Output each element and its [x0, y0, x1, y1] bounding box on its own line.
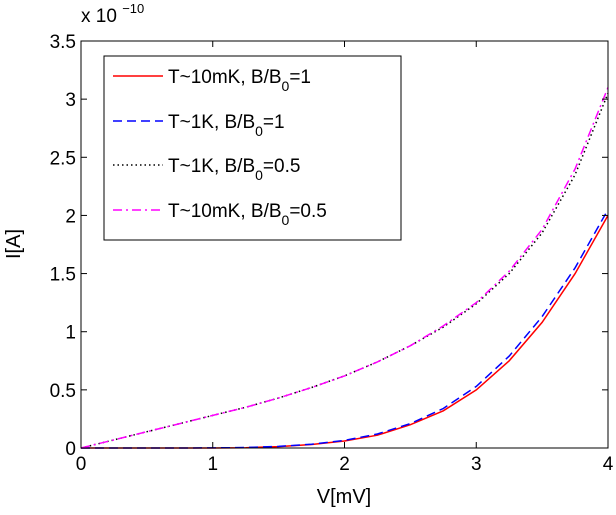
y-axis-multiplier-base: x 10	[81, 6, 117, 27]
legend-label-4: T~10mK, B/B0=0.5	[168, 201, 327, 228]
y-tick-label: 0.5	[50, 381, 76, 402]
legend-label-1: T~10mK, B/B0=1	[168, 67, 311, 94]
y-axis-multiplier-exponent: −10	[122, 1, 144, 16]
y-tick-label: 1	[65, 323, 76, 344]
x-tick-label: 2	[339, 454, 350, 475]
y-axis-ticks: 0 0.5 1 1.5 2 2.5 3 3.5	[50, 32, 608, 460]
y-tick-label: 2.5	[50, 148, 76, 169]
legend-label-2: T~1K, B/B0=1	[168, 112, 285, 139]
legend-entries: T~10mK, B/B0=1 T~1K, B/B0=1 T~1K, B/B0=0.5…	[113, 67, 327, 228]
y-tick-label: 2	[65, 206, 76, 227]
y-tick-label: 0	[65, 439, 76, 460]
x-tick-label: 1	[207, 454, 218, 475]
y-axis-label: I[A]	[3, 229, 25, 259]
legend-label-3: T~1K, B/B0=0.5	[168, 156, 300, 183]
x-tick-label: 0	[76, 454, 87, 475]
legend: T~10mK, B/B0=1 T~1K, B/B0=1 T~1K, B/B0=0.5…	[103, 55, 402, 241]
y-tick-label: 1.5	[50, 265, 76, 286]
series-line-4	[80, 87, 609, 449]
x-axis-ticks: 0 1 2 3 4	[76, 41, 614, 475]
y-tick-label: 3	[65, 90, 76, 111]
y-tick-label: 3.5	[50, 32, 76, 53]
x-tick-label: 4	[603, 454, 614, 475]
x-axis-label: V[mV]	[317, 486, 371, 508]
x-tick-label: 3	[471, 454, 482, 475]
y-axis-multiplier: x 10 −10	[81, 1, 144, 27]
